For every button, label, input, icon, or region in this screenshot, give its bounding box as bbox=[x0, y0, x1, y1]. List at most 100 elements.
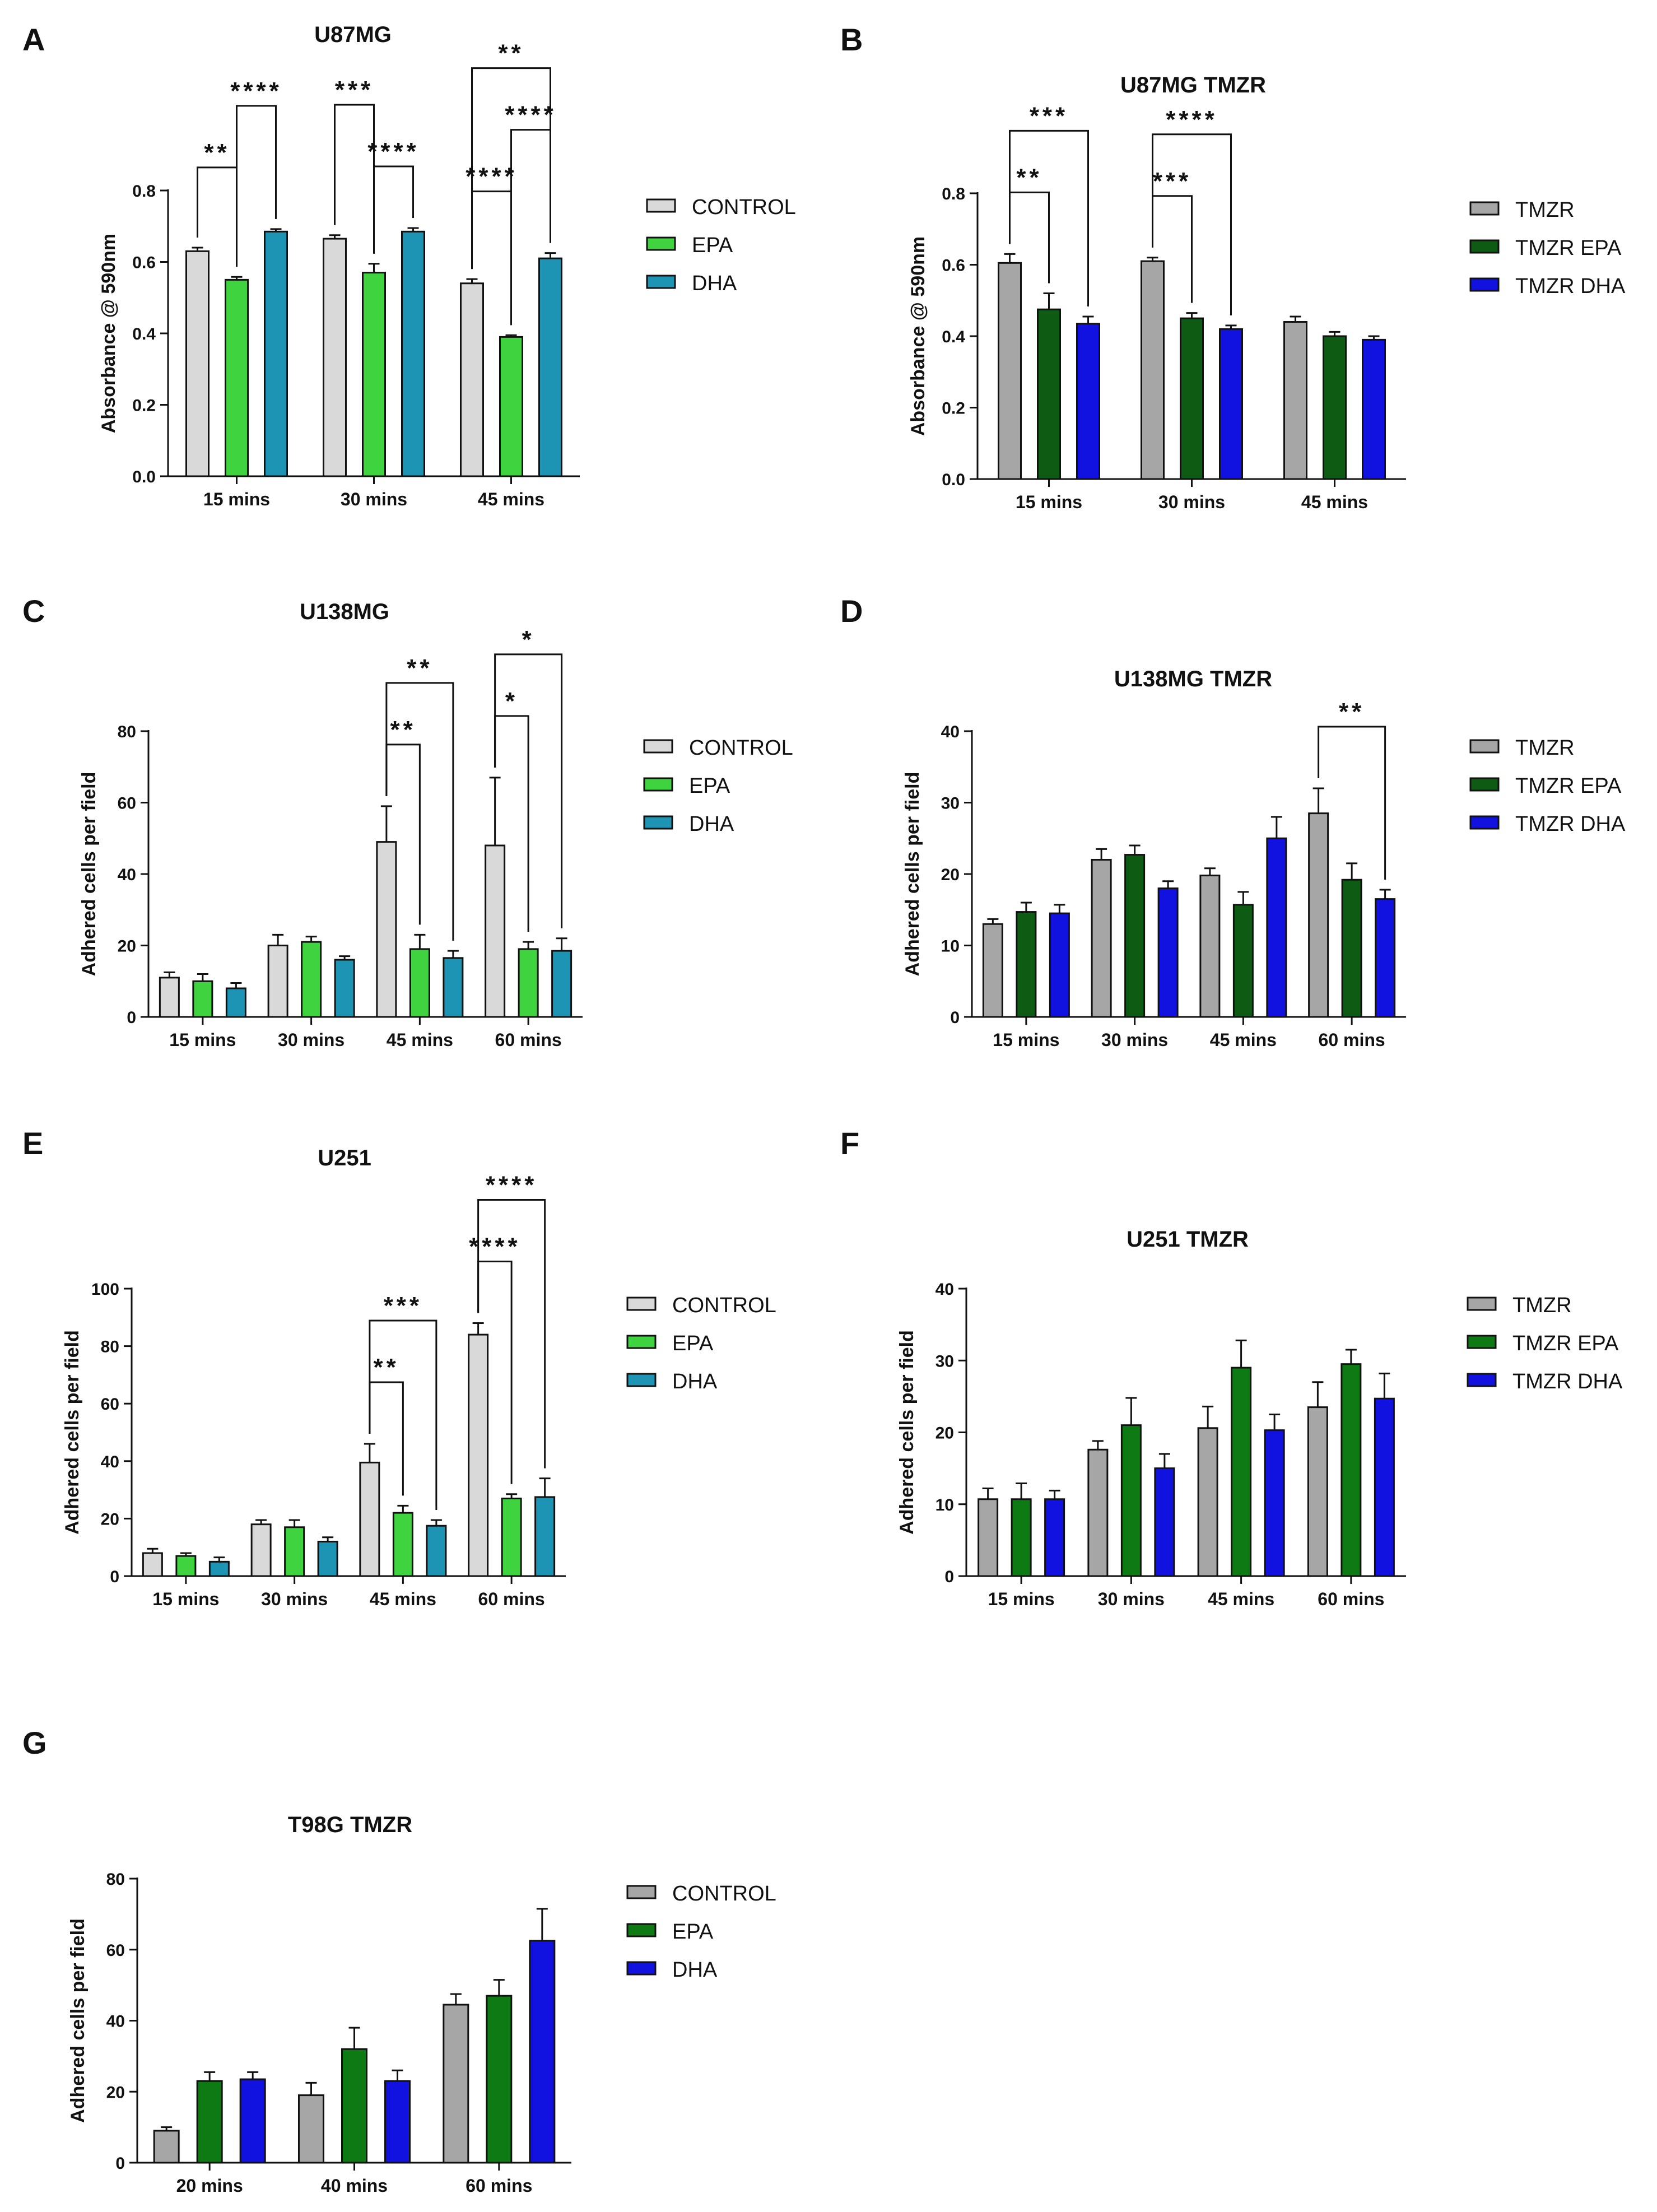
bar-control-15-mins bbox=[159, 977, 180, 1018]
y-tick-label: 0 bbox=[950, 1009, 960, 1027]
x-tick-label: 15 mins bbox=[988, 1589, 1055, 1609]
y-tick-label: 20 bbox=[101, 1510, 119, 1528]
bar-control-20-mins bbox=[153, 2130, 180, 2164]
legend-label: DHA bbox=[689, 812, 734, 836]
y-tick-label: 0.2 bbox=[942, 399, 965, 418]
legend-swatch-dha bbox=[626, 1961, 657, 1976]
y-tick-label: 40 bbox=[941, 723, 960, 741]
bar-tmzr-45-mins bbox=[1283, 321, 1307, 480]
bar-tmzr-30-mins bbox=[1141, 260, 1165, 480]
panel-letter: C bbox=[22, 593, 45, 629]
bar-tmzr-15-mins bbox=[978, 1498, 999, 1577]
y-tick-label: 40 bbox=[101, 1453, 119, 1471]
bar-tmzr-epa-15-mins bbox=[1037, 308, 1061, 480]
y-axis-label: Adhered cells per field bbox=[78, 772, 100, 977]
y-tick-label: 10 bbox=[935, 1496, 954, 1514]
bar-tmzr-epa-45-mins bbox=[1231, 1367, 1252, 1577]
x-tick-label: 60 mins bbox=[495, 1030, 562, 1050]
bar-control-45-mins bbox=[460, 282, 484, 477]
legend-label: CONTROL bbox=[692, 196, 796, 219]
significance-label: **** bbox=[469, 1233, 521, 1261]
bar-tmzr-dha-15-mins bbox=[1076, 323, 1100, 480]
bar-tmzr-epa-60-mins bbox=[1341, 1363, 1362, 1577]
bar-dha-30-mins bbox=[334, 959, 355, 1018]
x-tick-label: 30 mins bbox=[261, 1589, 328, 1609]
y-tick-label: 0.8 bbox=[132, 182, 156, 201]
x-tick-label: 30 mins bbox=[1101, 1030, 1168, 1050]
y-tick-label: 40 bbox=[118, 866, 136, 884]
legend-label: EPA bbox=[672, 1332, 714, 1355]
legend-label: TMZR DHA bbox=[1515, 812, 1626, 836]
bar-dha-40-mins bbox=[384, 2080, 411, 2164]
chart-panel-A: A U87MG 0.0 0.2 0.4 0.6 0.8 Absorbance @ 590nm 1… bbox=[22, 22, 796, 509]
bar-dha-60-mins bbox=[551, 950, 572, 1018]
bar-tmzr-60-mins bbox=[1308, 812, 1329, 1018]
bar-tmzr-dha-45-mins bbox=[1266, 837, 1287, 1018]
bar-tmzr-dha-30-mins bbox=[1219, 328, 1243, 480]
panel-letter: E bbox=[22, 1126, 43, 1161]
x-tick-label: 30 mins bbox=[1158, 492, 1225, 512]
y-tick-label: 40 bbox=[935, 1280, 954, 1299]
bar-dha-45-mins bbox=[426, 1525, 447, 1577]
legend-swatch-tmzr-epa bbox=[1469, 777, 1500, 792]
chart-title: U87MG TMZR bbox=[1120, 73, 1266, 97]
significance-label: **** bbox=[486, 1172, 538, 1199]
chart-panel-F: F U251 TMZR 0 10 20 30 40 Adhered cells per fie… bbox=[840, 1126, 1623, 1609]
bar-epa-15-mins bbox=[192, 980, 213, 1018]
x-tick-label: 40 mins bbox=[321, 2176, 388, 2196]
significance-bracket bbox=[1009, 129, 1089, 306]
legend-swatch-control bbox=[626, 1885, 657, 1899]
bar-tmzr-dha-30-mins bbox=[1154, 1467, 1175, 1577]
significance-bracket bbox=[373, 165, 414, 254]
bar-epa-45-mins bbox=[392, 1512, 413, 1577]
significance-label: ** bbox=[407, 654, 432, 682]
x-tick-label: 45 mins bbox=[1208, 1589, 1274, 1609]
legend-label: TMZR EPA bbox=[1515, 774, 1622, 798]
bar-tmzr-dha-15-mins bbox=[1044, 1498, 1065, 1577]
bar-tmzr-epa-45-mins bbox=[1232, 904, 1254, 1018]
bar-epa-60-mins bbox=[501, 1497, 522, 1577]
bar-tmzr-dha-60-mins bbox=[1374, 1397, 1395, 1577]
panel-letter: A bbox=[22, 22, 45, 57]
y-tick-label: 10 bbox=[941, 937, 960, 956]
panel-letter: B bbox=[840, 22, 863, 57]
y-tick-label: 60 bbox=[101, 1395, 119, 1414]
legend-swatch-epa bbox=[626, 1923, 657, 1937]
significance-bracket bbox=[236, 105, 277, 267]
y-tick-label: 30 bbox=[941, 794, 960, 813]
y-tick-label: 0.8 bbox=[942, 185, 965, 203]
bar-tmzr-dha-30-mins bbox=[1157, 887, 1179, 1018]
bar-tmzr-epa-60-mins bbox=[1341, 879, 1362, 1018]
bar-dha-45-mins bbox=[443, 957, 464, 1018]
y-tick-label: 0 bbox=[115, 2154, 125, 2173]
legend-swatch-tmzr bbox=[1469, 739, 1500, 754]
bar-dha-15-mins bbox=[225, 987, 246, 1018]
bar-tmzr-15-mins bbox=[982, 923, 1003, 1018]
bar-control-40-mins bbox=[298, 2094, 324, 2164]
bar-epa-30-mins bbox=[284, 1526, 305, 1577]
legend-swatch-tmzr bbox=[1469, 201, 1500, 216]
y-axis-label: Absorbance @ 590nm bbox=[907, 236, 929, 436]
legend-swatch-control bbox=[626, 1296, 657, 1311]
legend-swatch-tmzr bbox=[1467, 1296, 1497, 1311]
panel-letter: F bbox=[840, 1126, 859, 1161]
significance-bracket bbox=[369, 1319, 437, 1510]
bar-tmzr-epa-30-mins bbox=[1124, 854, 1146, 1018]
y-axis-label: Absorbance @ 590nm bbox=[98, 234, 119, 433]
bar-epa-45-mins bbox=[409, 948, 430, 1018]
legend-swatch-epa bbox=[643, 777, 673, 792]
bar-dha-45-mins bbox=[538, 257, 562, 477]
x-tick-label: 45 mins bbox=[478, 489, 544, 509]
bar-tmzr-dha-15-mins bbox=[1049, 912, 1070, 1018]
y-tick-label: 0.6 bbox=[132, 254, 156, 272]
bar-tmzr-30-mins bbox=[1087, 1448, 1109, 1577]
chart-panel-B: B U87MG TMZR 0.0 0.2 0.4 0.6 0.8 Absorbance @ 5… bbox=[840, 22, 1626, 512]
bar-tmzr-dha-45-mins bbox=[1264, 1429, 1285, 1577]
legend-swatch-tmzr-epa bbox=[1467, 1335, 1497, 1349]
significance-bracket bbox=[1318, 726, 1386, 880]
bar-epa-45-mins bbox=[499, 336, 523, 477]
x-tick-label: 15 mins bbox=[169, 1030, 236, 1050]
significance-label: *** bbox=[335, 76, 374, 104]
legend-swatch-control bbox=[643, 739, 673, 754]
